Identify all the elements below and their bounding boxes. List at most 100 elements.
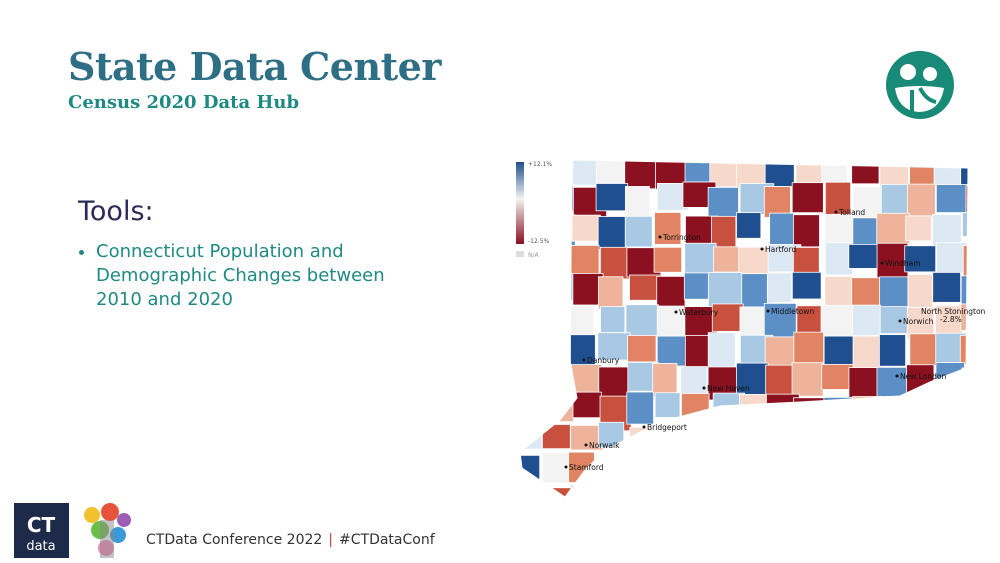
town	[935, 184, 968, 213]
town	[791, 362, 824, 397]
town	[880, 485, 912, 497]
town	[652, 451, 678, 478]
town	[965, 185, 968, 223]
town-label: Middletown	[771, 307, 814, 316]
town	[656, 335, 690, 367]
town	[876, 212, 911, 244]
town	[796, 451, 829, 481]
town-dot	[674, 310, 678, 314]
town	[962, 245, 968, 282]
town	[964, 424, 968, 458]
town	[713, 481, 746, 497]
town	[791, 422, 820, 450]
town-dot	[658, 235, 662, 239]
town-dot	[582, 358, 586, 362]
town	[736, 362, 769, 399]
town	[959, 335, 968, 365]
town	[520, 365, 547, 392]
town	[936, 397, 968, 429]
town	[824, 275, 856, 307]
town-dot	[834, 210, 838, 214]
town	[962, 212, 968, 238]
town	[879, 306, 910, 334]
town	[851, 427, 886, 461]
logo-text: data	[26, 539, 55, 554]
town	[824, 483, 858, 497]
town	[684, 160, 714, 183]
logo-text: CT	[27, 513, 56, 537]
town-label: Bridgeport	[647, 423, 687, 432]
town	[736, 453, 767, 486]
town	[520, 391, 541, 423]
town	[960, 303, 968, 331]
town	[707, 272, 743, 309]
town-dot	[760, 247, 764, 251]
town	[961, 395, 968, 430]
town	[824, 213, 854, 247]
town	[851, 455, 877, 486]
town	[933, 160, 962, 186]
town-dot	[564, 465, 568, 469]
town-dot	[702, 386, 706, 390]
town	[793, 331, 825, 368]
town-label: Norwich	[903, 317, 934, 326]
town	[597, 216, 628, 250]
callout-name: North Stonington	[921, 307, 986, 316]
town	[520, 272, 548, 306]
town	[679, 451, 712, 480]
town	[961, 367, 968, 403]
town-dot	[642, 425, 646, 429]
town	[795, 160, 825, 187]
town	[765, 422, 800, 449]
town	[767, 483, 797, 497]
town	[624, 483, 653, 497]
town	[963, 484, 968, 497]
town	[570, 245, 600, 276]
town	[934, 457, 967, 483]
town	[540, 363, 569, 393]
town-label: Waterbury	[679, 308, 719, 317]
town	[960, 275, 968, 305]
town	[571, 214, 601, 242]
town	[791, 271, 822, 300]
town	[655, 486, 690, 497]
town	[680, 484, 712, 497]
ct-data-logo	[14, 503, 69, 558]
town-dot	[584, 443, 588, 447]
town	[824, 181, 852, 215]
town	[822, 425, 858, 453]
town	[821, 160, 848, 184]
town-label: Stamford	[569, 463, 604, 472]
town-label: Norwalk	[589, 441, 620, 450]
town	[542, 307, 575, 336]
town	[763, 186, 791, 218]
callout-value: -2.8%	[940, 315, 962, 324]
town	[852, 304, 881, 336]
legend-na	[516, 251, 524, 257]
town	[520, 306, 542, 332]
town	[627, 335, 657, 363]
town	[932, 271, 962, 303]
town	[820, 304, 855, 340]
town	[707, 427, 739, 460]
town	[880, 456, 914, 483]
town	[907, 425, 937, 460]
town	[572, 391, 602, 419]
town	[599, 246, 632, 280]
town	[848, 367, 881, 400]
town	[936, 482, 968, 497]
town	[625, 304, 659, 339]
town	[767, 455, 798, 487]
town	[626, 391, 654, 425]
town-dot	[766, 309, 770, 313]
town	[541, 424, 571, 450]
town	[711, 303, 744, 332]
legend-label: +12.1%	[528, 161, 552, 168]
town	[712, 457, 747, 493]
town	[764, 160, 795, 187]
conference-art	[84, 503, 131, 558]
town	[624, 160, 659, 190]
title: State Data Center	[68, 44, 441, 89]
town	[597, 485, 629, 497]
